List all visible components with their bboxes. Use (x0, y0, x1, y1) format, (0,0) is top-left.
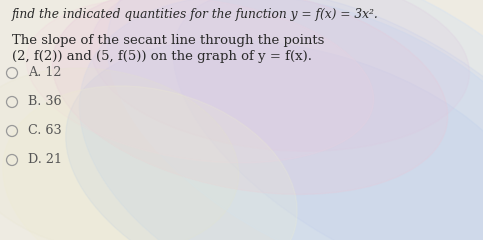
Text: C. 63: C. 63 (28, 124, 62, 137)
Ellipse shape (173, 0, 483, 240)
Ellipse shape (80, 0, 483, 240)
Ellipse shape (0, 68, 239, 240)
Text: The slope of the secant line through the points: The slope of the secant line through the… (12, 34, 325, 47)
Ellipse shape (107, 0, 483, 240)
Text: A. 12: A. 12 (28, 66, 61, 79)
Ellipse shape (90, 0, 469, 151)
Text: (2, f(2)) and (5, f(5)) on the graph of y = f(x).: (2, f(2)) and (5, f(5)) on the graph of … (12, 50, 312, 63)
Ellipse shape (3, 86, 297, 240)
Ellipse shape (66, 40, 483, 240)
Ellipse shape (27, 0, 374, 163)
Text: find the indicated quantities for the function y = f(x) = 3x².: find the indicated quantities for the fu… (12, 8, 379, 21)
Text: B. 36: B. 36 (28, 95, 62, 108)
Text: D. 21: D. 21 (28, 153, 62, 166)
Ellipse shape (52, 0, 448, 194)
